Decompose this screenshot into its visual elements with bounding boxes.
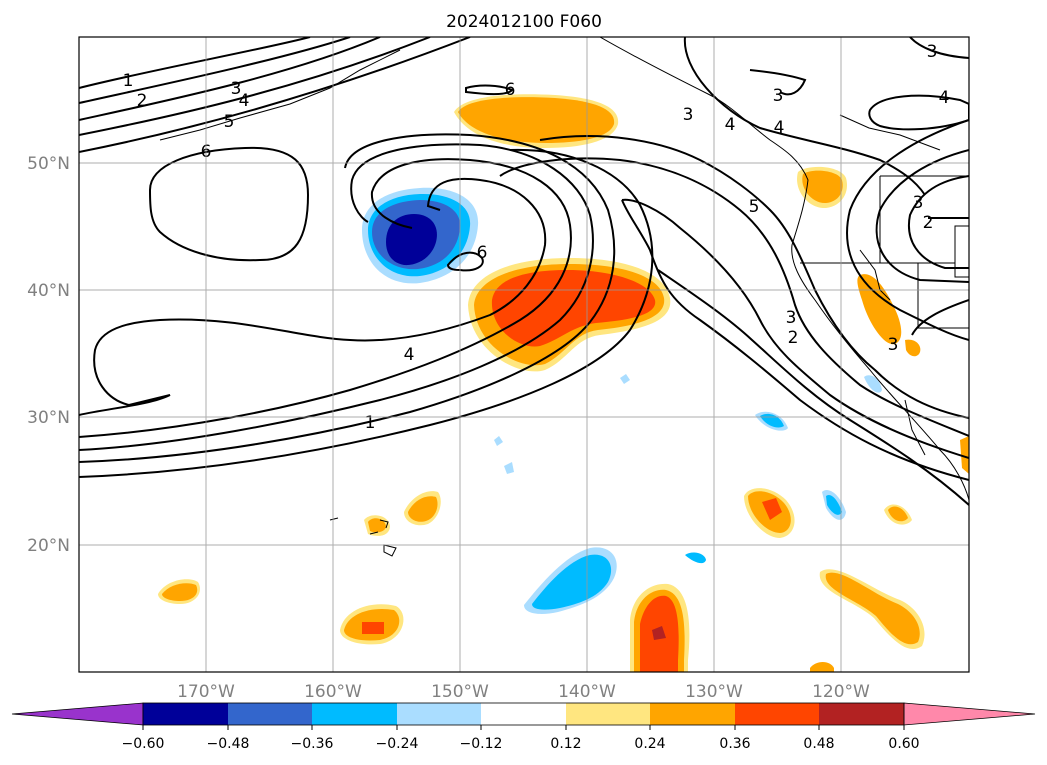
- contour-label: 4: [239, 91, 250, 111]
- lon-label-150w: 150°W: [431, 682, 489, 702]
- figure-title: 2024012100 F060: [446, 12, 602, 32]
- colorbar-tick-label: −0.36: [291, 736, 334, 752]
- contour-label: 3: [231, 79, 242, 99]
- lat-label-30n: 30°N: [27, 408, 70, 428]
- colorbar-bin: [481, 703, 566, 725]
- colorbar-frame: [142, 702, 905, 726]
- colorbar-tick-label: −0.60: [122, 736, 165, 752]
- contour-layer: [79, 37, 969, 506]
- colorbar-tick-label: 0.24: [634, 736, 665, 752]
- contour-label: 1: [365, 413, 376, 433]
- lat-label-40n: 40°N: [27, 281, 70, 301]
- latitude-labels: 50°N 40°N 30°N 20°N: [27, 154, 70, 556]
- longitude-labels: 170°W 160°W 150°W 140°W 130°W 120°W: [177, 682, 870, 702]
- lon-label-120w: 120°W: [812, 682, 870, 702]
- contour-label: 5: [749, 197, 760, 217]
- contour-label: 6: [505, 80, 516, 100]
- contour-label: 4: [404, 345, 415, 365]
- contour-label: 3: [927, 42, 938, 62]
- coastline-layer: [159, 37, 969, 557]
- colorbar-tick-label: 0.60: [888, 736, 919, 752]
- contour-label: 1: [123, 71, 134, 91]
- lon-label-130w: 130°W: [685, 682, 743, 702]
- lat-label-50n: 50°N: [27, 154, 70, 174]
- colorbar-tick-label: −0.24: [376, 736, 419, 752]
- contour-label: 6: [477, 243, 488, 263]
- colorbar-bin: [312, 703, 397, 725]
- colorbar-bin: [228, 703, 312, 725]
- lon-label-160w: 160°W: [304, 682, 362, 702]
- colorbar-bin: [143, 703, 228, 725]
- contour-label: 3: [913, 193, 924, 213]
- map-frame: [78, 36, 970, 673]
- colorbar-over-extension: [903, 702, 1036, 726]
- contour-label: 3: [773, 86, 784, 106]
- colorbar-bin: [566, 703, 650, 725]
- lat-label-20n: 20°N: [27, 536, 70, 556]
- colorbar-tick-label: −0.48: [207, 736, 250, 752]
- colorbar-under-extension: [11, 702, 144, 726]
- shaded-field-layer: [158, 94, 969, 672]
- contour-label: 3: [683, 105, 694, 125]
- contour-label: 4: [939, 88, 950, 108]
- colorbar-tick-label: 0.12: [550, 736, 581, 752]
- colorbar: −0.60 −0.48 −0.36 −0.24 −0.12 0.12 0.24 …: [11, 702, 1036, 752]
- contour-label: 2: [923, 213, 934, 233]
- contour-label: 3: [888, 335, 899, 355]
- contour-label: 3: [786, 308, 797, 328]
- colorbar-bin: [819, 703, 904, 725]
- map-panel: 1 2 3 4 5 6 6 6 3 4 3 4 5 3 2 3 2 4 1 3: [78, 36, 970, 673]
- graticule: [79, 37, 969, 672]
- contour-label: 4: [774, 118, 785, 138]
- contour-label-layer: 1 2 3 4 5 6 6 6 3 4 3 4 5 3 2 3 2 4 1 3: [123, 42, 950, 433]
- contour-label: 4: [725, 115, 736, 135]
- north-america-coast: [599, 37, 969, 501]
- colorbar-tick-label: 0.36: [719, 736, 750, 752]
- colorbar-bin: [650, 703, 735, 725]
- colorbar-bin: [397, 703, 481, 725]
- lon-label-140w: 140°W: [558, 682, 616, 702]
- positive-anomaly-california: [857, 274, 902, 345]
- colorbar-tick-label: 0.48: [803, 736, 834, 752]
- lon-label-170w: 170°W: [177, 682, 235, 702]
- contour-label: 2: [788, 328, 799, 348]
- contour-label: 2: [137, 91, 148, 111]
- colorbar-tick-label: −0.12: [460, 736, 503, 752]
- colorbar-bin: [735, 703, 819, 725]
- contour-label: 5: [224, 112, 235, 132]
